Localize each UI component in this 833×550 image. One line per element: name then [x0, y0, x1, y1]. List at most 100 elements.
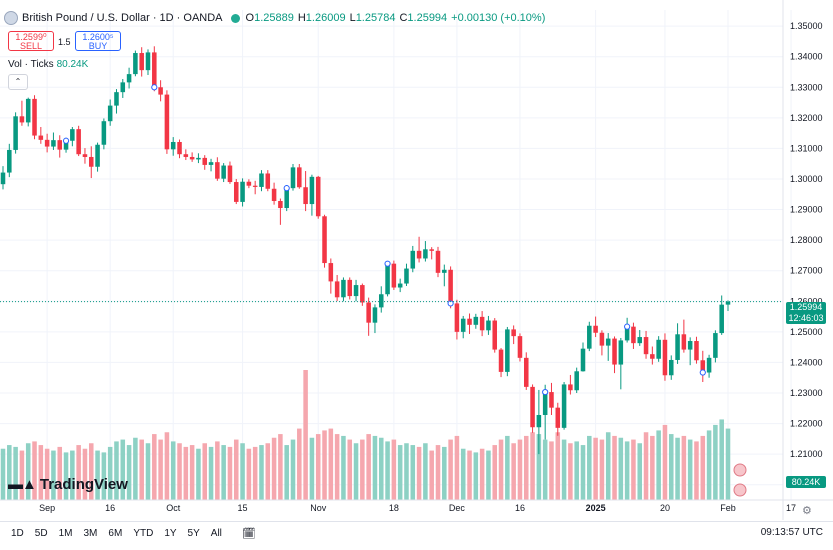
candle-body — [650, 354, 655, 359]
range-button-5d[interactable]: 5D — [34, 527, 48, 539]
economic-event-icon[interactable] — [733, 463, 747, 477]
candle-body — [38, 135, 44, 140]
time-tick-label: Sep — [39, 503, 55, 513]
volume-bar — [265, 443, 271, 500]
volume-bar — [460, 448, 466, 500]
candle-body — [145, 52, 151, 71]
volume-bar — [713, 424, 718, 500]
dividend-marker[interactable] — [283, 185, 290, 192]
dividend-marker[interactable] — [699, 369, 706, 376]
volume-bar — [347, 439, 353, 500]
candle-body — [202, 157, 208, 165]
volume-bar — [51, 450, 56, 500]
volume-bar — [145, 443, 151, 500]
calendar-icon[interactable]: 🗓 — [241, 527, 256, 540]
price-axis[interactable]: 1.35000 1.34000 1.33000 1.32000 1.31000 1.300… — [782, 0, 823, 520]
candle-body — [643, 337, 649, 355]
candle-body — [580, 348, 586, 372]
candle-body — [183, 154, 189, 157]
time-tick-label: 17 — [786, 503, 796, 513]
price-tick-label: 1.23000 — [790, 388, 823, 398]
candle-body — [587, 325, 592, 349]
range-button-3m[interactable]: 3M — [83, 527, 98, 539]
buy-button[interactable]: 1.2600⁵ BUY — [75, 31, 121, 51]
volume-bar — [694, 441, 699, 500]
range-button-5y[interactable]: 5Y — [187, 527, 200, 539]
candle-body — [322, 216, 327, 264]
candle-body — [523, 357, 529, 387]
candle-body — [63, 140, 69, 150]
candle-body — [492, 320, 498, 350]
candle-body — [13, 116, 18, 150]
candle-body — [372, 307, 378, 323]
time-tick-label: 16 — [105, 503, 115, 513]
volume-bar — [158, 439, 163, 500]
dividend-marker[interactable] — [62, 137, 70, 144]
volume-bar — [675, 437, 680, 500]
volume-bar — [70, 450, 75, 500]
volume-bar — [568, 443, 573, 500]
event-markers — [62, 84, 747, 497]
volume-bar — [486, 450, 491, 500]
candle-body — [479, 316, 485, 331]
dividend-marker[interactable] — [624, 323, 631, 330]
high-label: H — [297, 12, 306, 24]
candle-body — [284, 188, 289, 209]
candlestick-chart[interactable]: 1.35000 1.34000 1.33000 1.32000 1.31000 1.300… — [0, 0, 833, 520]
range-button-1y[interactable]: 1Y — [164, 527, 177, 539]
dividend-marker[interactable] — [542, 388, 549, 396]
range-button-ytd[interactable]: YTD — [133, 527, 154, 539]
range-button-1d[interactable]: 1D — [11, 527, 24, 539]
time-axis[interactable]: Sep 16 Oct 15 Nov 18 Dec 16 2025 20 Feb 17 — [0, 499, 833, 513]
candle-body — [429, 249, 434, 251]
candle-body — [164, 94, 170, 150]
volume-bar — [19, 450, 25, 500]
candle-body — [662, 339, 668, 376]
volume-bar — [341, 435, 346, 500]
time-tick-label: 15 — [238, 503, 248, 513]
price-tick-label: 1.22000 — [790, 419, 823, 429]
range-button-all[interactable]: All — [210, 527, 222, 539]
gear-icon[interactable]: ⚙ — [802, 505, 812, 517]
volume-bar — [13, 446, 18, 500]
candle-body — [397, 283, 403, 288]
utc-clock[interactable]: 09:13:57 UTC — [760, 527, 823, 538]
volume-bar — [0, 448, 6, 500]
time-tick-label: 16 — [515, 503, 525, 513]
range-button-1m[interactable]: 1M — [58, 527, 73, 539]
candle-body — [101, 121, 107, 145]
candle-body — [347, 279, 353, 297]
volume-bar — [303, 370, 308, 500]
volume-bar — [208, 446, 214, 500]
dividend-marker[interactable] — [447, 300, 454, 307]
candle-body — [454, 303, 460, 332]
volume-bar — [170, 441, 176, 500]
price-tick-label: 1.24000 — [790, 357, 823, 367]
candle-body — [341, 279, 346, 298]
dividend-marker[interactable] — [384, 260, 391, 267]
volume-bar — [650, 435, 655, 500]
symbol-title[interactable]: British Pound / U.S. Dollar · 1D · OANDA — [22, 12, 223, 24]
price-tick-label: 1.32000 — [790, 113, 823, 123]
volume-bar — [706, 430, 712, 500]
candle-body — [391, 263, 397, 288]
volume-bar — [271, 437, 277, 500]
volume-bar — [492, 445, 498, 500]
collapse-legend-button[interactable]: ⌃ — [8, 74, 28, 90]
tv-logo-icon: ▬▲ — [8, 476, 37, 493]
volume-bar — [360, 439, 365, 500]
volume-bar — [637, 443, 643, 500]
bar-countdown: 12:46:03 — [788, 313, 824, 323]
tradingview-logo[interactable]: ▬▲ TradingView — [8, 476, 128, 493]
volume-bar — [366, 434, 371, 500]
market-status-icon[interactable] — [230, 13, 240, 23]
candle-body — [486, 320, 491, 331]
candle-body — [57, 140, 63, 150]
candle-body — [549, 392, 554, 408]
high-value: 1.26009 — [305, 12, 346, 24]
dividend-marker[interactable] — [151, 84, 158, 91]
sell-button[interactable]: 1.2599⁰ SELL — [8, 31, 54, 51]
volume-bars — [0, 370, 731, 500]
economic-event-icon[interactable] — [733, 483, 747, 497]
range-button-6m[interactable]: 6M — [108, 527, 123, 539]
